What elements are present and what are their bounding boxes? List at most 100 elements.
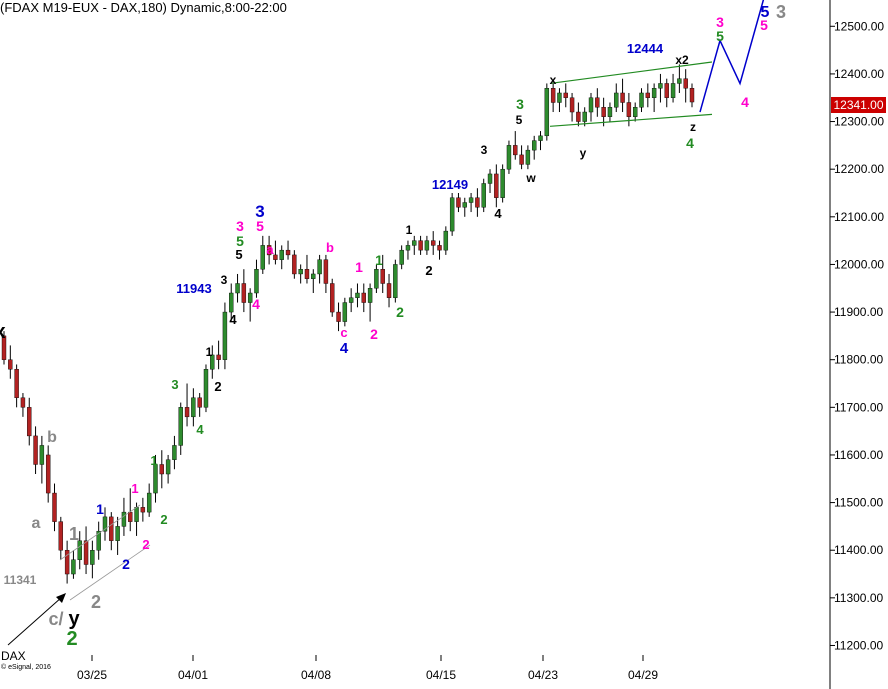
candle-body	[689, 88, 695, 103]
wave-label: 3	[171, 377, 178, 392]
wave-label: 2	[370, 326, 378, 342]
candle-body	[367, 288, 373, 303]
x-tick-label: 04/01	[178, 668, 208, 682]
y-tick-label: 12400.00	[834, 67, 884, 81]
wave-label: y	[68, 608, 80, 630]
y-tick-label: 11200.00	[834, 638, 883, 652]
x-tick-label: 03/25	[77, 668, 107, 682]
candle-body	[588, 97, 594, 113]
candle-body	[525, 149, 531, 165]
candle-body	[77, 540, 82, 560]
candle-body	[620, 92, 625, 103]
candle-body	[550, 88, 556, 103]
candle-body	[58, 521, 64, 551]
candle-body	[418, 240, 423, 251]
candle-body	[203, 369, 209, 408]
candle-body	[134, 507, 139, 522]
arrow-line	[7, 596, 63, 646]
wave-label: c/	[48, 609, 63, 629]
wave-label: 3	[255, 202, 264, 221]
candle-body	[109, 516, 114, 541]
candle-body	[260, 245, 265, 270]
candle-body	[506, 145, 512, 170]
candle-body	[399, 249, 404, 265]
candle-body	[538, 135, 543, 141]
wave-label: z	[690, 120, 696, 134]
candle-body	[71, 559, 76, 575]
wave-label: 1	[406, 223, 413, 237]
y-tick-label: 11400.00	[834, 543, 883, 557]
wave-label: 4	[494, 206, 502, 221]
candle-body	[532, 140, 537, 151]
candle-body	[462, 202, 467, 208]
candle-body	[658, 83, 663, 89]
candle-body	[645, 92, 651, 98]
candle-body	[437, 245, 442, 251]
candle-body	[39, 445, 45, 465]
candle-body	[247, 292, 253, 303]
wave-label: 5	[716, 28, 724, 44]
wave-label: 5	[761, 4, 770, 21]
candle-body	[33, 435, 38, 465]
candle-body	[544, 88, 550, 137]
candle-body	[595, 97, 600, 108]
wave-label: 11943	[176, 281, 211, 296]
candle-body	[178, 407, 183, 446]
wave-label: 1	[355, 259, 363, 275]
wave-label: 5	[236, 233, 244, 249]
candle-body	[222, 311, 228, 360]
candle-body	[27, 407, 32, 437]
candle-body	[405, 245, 411, 251]
candle-body	[121, 511, 127, 527]
wave-label: a	[266, 242, 274, 257]
candle-body	[481, 183, 486, 208]
wave-label: b	[47, 429, 57, 446]
candle-body	[229, 292, 234, 313]
candle-body	[191, 397, 196, 418]
candle-body	[651, 88, 657, 98]
wave-label: 12149	[432, 177, 468, 192]
y-tick-label: 11600.00	[834, 448, 883, 462]
candle-body	[614, 92, 619, 108]
candle-body	[96, 530, 101, 551]
wave-label: 1	[206, 345, 213, 359]
candle-body	[475, 197, 480, 208]
candle-body	[153, 464, 158, 494]
candle-body	[374, 269, 379, 289]
wave-label: 1	[96, 501, 104, 517]
candle-body	[431, 240, 436, 246]
wave-label: 4	[741, 94, 749, 110]
candle-body	[90, 550, 95, 565]
candle-body	[456, 197, 461, 208]
wave-label: 3	[716, 14, 724, 30]
wave-label: c	[340, 325, 347, 340]
candle-body	[45, 454, 51, 494]
copyright-text: © eSignal, 2016	[1, 664, 51, 671]
wave-label: 1	[131, 481, 138, 496]
y-tick-label: 12300.00	[834, 115, 884, 129]
wave-label: 5	[256, 218, 264, 234]
source-label: DAX	[1, 649, 26, 663]
candle-body	[632, 107, 638, 117]
candle-body	[582, 111, 587, 122]
candle-body	[513, 145, 518, 156]
candle-body	[210, 354, 215, 370]
candle-body	[184, 407, 190, 418]
candle-body	[146, 492, 152, 513]
candle-body	[670, 83, 676, 98]
wave-label: 2	[91, 592, 101, 612]
candle-body	[64, 550, 70, 575]
channel-line-gray	[59, 504, 141, 561]
wave-label: 5	[760, 17, 768, 33]
channel-line	[549, 61, 713, 85]
candle-body	[298, 269, 303, 275]
wave-label: b	[326, 240, 334, 255]
candle-body	[323, 259, 329, 284]
wave-label: 4	[252, 296, 260, 312]
candle-body	[393, 264, 398, 298]
candle-body	[677, 78, 682, 84]
candle-body	[20, 397, 26, 408]
candle-body	[8, 359, 13, 370]
candle-body	[494, 173, 499, 198]
candle-body	[235, 283, 240, 294]
